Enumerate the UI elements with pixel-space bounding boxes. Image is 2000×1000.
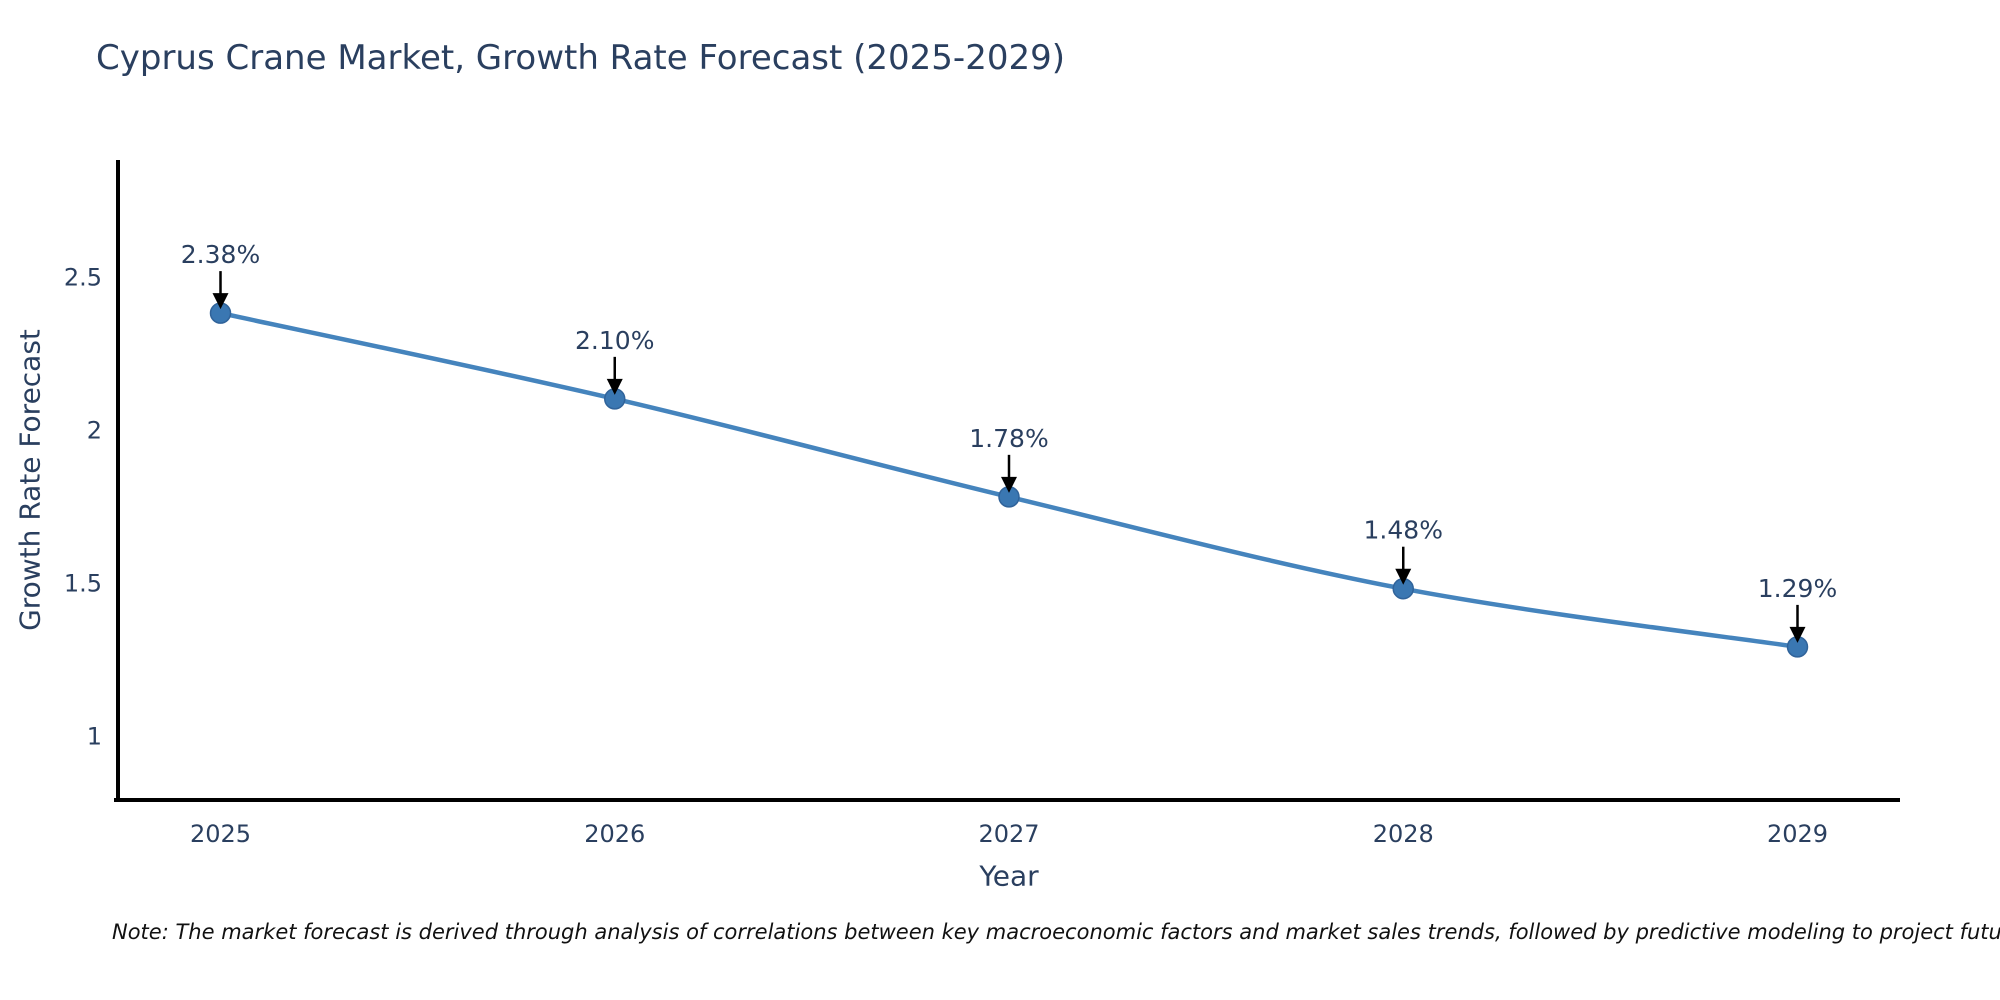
y-tick-label: 1 bbox=[87, 723, 102, 751]
data-point-label: 2.10% bbox=[575, 326, 654, 355]
annotation-arrow-head bbox=[1001, 476, 1017, 493]
x-tick-label: 2029 bbox=[1767, 820, 1828, 848]
y-tick-label: 2.5 bbox=[64, 263, 102, 291]
annotation-arrow-head bbox=[606, 378, 623, 395]
chart-title: Cyprus Crane Market, Growth Rate Forecas… bbox=[96, 38, 1065, 78]
x-tick-label: 2028 bbox=[1373, 820, 1434, 848]
y-tick-label: 1.5 bbox=[64, 570, 102, 598]
x-axis-title: Year bbox=[979, 859, 1039, 893]
annotation-arrow-head bbox=[212, 293, 229, 310]
x-tick-label: 2026 bbox=[584, 820, 645, 848]
data-point-label: 1.48% bbox=[1364, 516, 1443, 545]
x-tick-label: 2025 bbox=[190, 820, 251, 848]
data-point-label: 2.38% bbox=[181, 240, 260, 269]
y-tick-label: 2 bbox=[87, 416, 102, 444]
data-point-label: 1.29% bbox=[1758, 574, 1837, 603]
annotation-arrow-head bbox=[1395, 568, 1412, 585]
annotation-arrow-head bbox=[1789, 626, 1806, 643]
footnote: Note: The market forecast is derived thr… bbox=[112, 920, 2000, 944]
x-tick-label: 2027 bbox=[978, 820, 1039, 848]
data-point-label: 1.78% bbox=[969, 424, 1048, 453]
